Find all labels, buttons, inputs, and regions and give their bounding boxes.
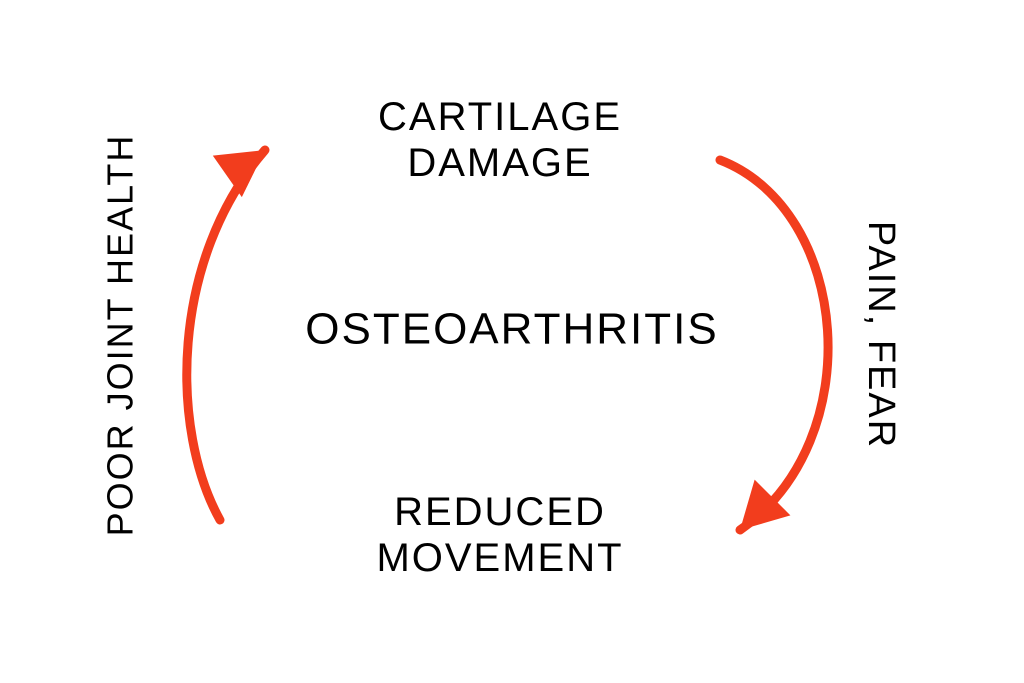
arrow-right xyxy=(720,160,828,530)
label-right: PAIN, FEAR xyxy=(858,221,902,449)
arrow-left xyxy=(187,150,265,520)
label-bottom: REDUCED MOVEMENT xyxy=(376,489,623,581)
diagram-stage: OSTEOARTHRITIS CARTILAGE DAMAGE REDUCED … xyxy=(0,0,1024,683)
arrow-left-arc xyxy=(187,150,265,520)
arrow-right-arc xyxy=(720,160,828,530)
arrow-left-head xyxy=(213,150,265,197)
label-left: POOR JOINT HEALTH xyxy=(99,134,140,537)
arrow-right-head xyxy=(740,480,790,530)
label-top: CARTILAGE DAMAGE xyxy=(378,94,622,186)
label-center: OSTEOARTHRITIS xyxy=(305,305,718,356)
